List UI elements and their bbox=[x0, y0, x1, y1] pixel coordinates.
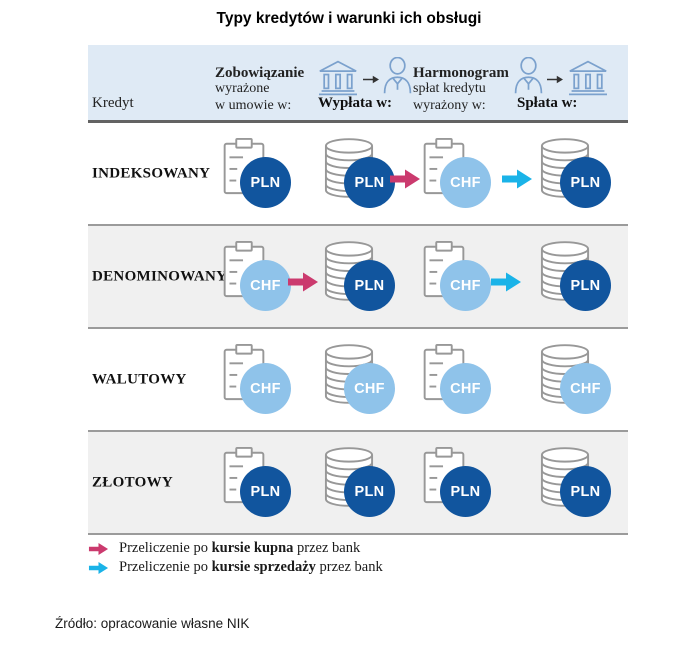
loan-row-label: INDEKSOWANY bbox=[92, 165, 211, 181]
currency-badge: CHF bbox=[560, 363, 611, 414]
bank-icon bbox=[566, 59, 610, 97]
loan-cell: PLN bbox=[540, 238, 612, 314]
currency-badge: PLN bbox=[560, 157, 611, 208]
schedule-line2: spłat kredytu bbox=[413, 81, 486, 96]
schedule-column-header: Harmonogram spłat kredytu wyrażony w: bbox=[413, 65, 509, 115]
schedule-line3: wyrażony w: bbox=[413, 97, 486, 113]
loan-cell: PLN bbox=[540, 135, 612, 211]
legend-suffix: przez bank bbox=[293, 540, 361, 556]
legend-item: Przeliczenie po kursie kupna przez bank bbox=[85, 539, 383, 558]
arrow-right-icon bbox=[547, 75, 563, 84]
legend-item: Przeliczenie po kursie sprzedaży przez b… bbox=[85, 558, 383, 577]
loan-cell: PLN bbox=[324, 135, 396, 211]
loan-row-denominowany: DENOMINOWANY CHF PLN CHF PLN bbox=[88, 226, 628, 329]
loan-cell: CHF bbox=[540, 341, 612, 417]
loan-row-label: WALUTOWY bbox=[92, 371, 187, 387]
arrow-right-icon bbox=[363, 75, 379, 84]
obligation-line3: w umowie w: bbox=[215, 97, 292, 113]
currency-badge: CHF bbox=[440, 260, 491, 311]
currency-badge: PLN bbox=[344, 466, 395, 517]
loan-cell: PLN bbox=[540, 444, 612, 520]
obligation-line2: wyrażone bbox=[215, 81, 270, 96]
loan-cell: CHF bbox=[420, 135, 492, 211]
loan-cell: CHF bbox=[324, 341, 396, 417]
legend: Przeliczenie po kursie kupna przez bank … bbox=[85, 539, 383, 577]
loan-cell: CHF bbox=[220, 341, 292, 417]
obligation-column-header: Zobowiązanie wyrażone w umowie w: bbox=[215, 65, 304, 115]
legend-bold: kursie kupna bbox=[211, 540, 294, 556]
currency-badge: CHF bbox=[440, 157, 491, 208]
repayment-column-header: Spłata w: bbox=[517, 95, 578, 111]
legend-bold: kursie sprzedaży bbox=[211, 559, 316, 575]
source-note: Źródło: opracowanie własne NIK bbox=[55, 616, 250, 631]
legend-sell-arrow bbox=[85, 561, 112, 575]
sell-rate-arrow bbox=[491, 271, 521, 293]
person-icon bbox=[382, 57, 413, 95]
loan-cell: CHF bbox=[420, 238, 492, 314]
legend-buy-arrow bbox=[85, 542, 112, 556]
currency-badge: CHF bbox=[440, 363, 491, 414]
table-header: Kredyt Zobowiązanie wyrażone w umowie w:… bbox=[88, 45, 628, 123]
legend-text: Przeliczenie po kursie sprzedaży przez b… bbox=[119, 559, 383, 576]
legend-prefix: Przeliczenie po bbox=[119, 540, 212, 556]
schedule-line1: Harmonogram bbox=[413, 64, 509, 81]
currency-badge: PLN bbox=[560, 466, 611, 517]
currency-badge: CHF bbox=[344, 363, 395, 414]
currency-badge: PLN bbox=[440, 466, 491, 517]
currency-badge: CHF bbox=[240, 260, 291, 311]
obligation-line1: Zobowiązanie bbox=[215, 64, 305, 81]
buy-rate-arrow bbox=[390, 168, 420, 190]
loan-cell: PLN bbox=[420, 444, 492, 520]
infographic-title: Typy kredytów i warunki ich obsługi bbox=[216, 10, 482, 27]
loan-cell: PLN bbox=[324, 444, 396, 520]
loan-cell: PLN bbox=[220, 444, 292, 520]
kredyt-column-header: Kredyt bbox=[92, 95, 134, 111]
loan-cell: PLN bbox=[324, 238, 396, 314]
loan-types-table: Kredyt Zobowiązanie wyrażone w umowie w:… bbox=[88, 45, 628, 535]
loan-cell: PLN bbox=[220, 135, 292, 211]
currency-badge: PLN bbox=[560, 260, 611, 311]
legend-suffix: przez bank bbox=[315, 559, 383, 575]
payout-column-header: Wypłata w: bbox=[318, 95, 393, 111]
loan-cell: CHF bbox=[420, 341, 492, 417]
currency-badge: PLN bbox=[344, 157, 395, 208]
bank-icon bbox=[316, 59, 360, 97]
currency-badge: PLN bbox=[344, 260, 395, 311]
currency-badge: PLN bbox=[240, 157, 291, 208]
loan-row-walutowy: WALUTOWY CHF CHF CHF CHF bbox=[88, 329, 628, 432]
loan-row-indeksowany: INDEKSOWANY PLN PLN CHF PLN bbox=[88, 123, 628, 226]
loan-cell: CHF bbox=[220, 238, 292, 314]
sell-rate-arrow bbox=[502, 168, 532, 190]
loan-row-label: DENOMINOWANY bbox=[92, 268, 228, 284]
currency-badge: PLN bbox=[240, 466, 291, 517]
person-icon bbox=[513, 57, 544, 95]
buy-rate-arrow bbox=[288, 271, 318, 293]
legend-text: Przeliczenie po kursie kupna przez bank bbox=[119, 540, 360, 557]
currency-badge: CHF bbox=[240, 363, 291, 414]
legend-prefix: Przeliczenie po bbox=[119, 559, 212, 575]
loan-row-label: ZŁOTOWY bbox=[92, 474, 174, 490]
loan-row-zlotowy: ZŁOTOWY PLN PLN PLN PLN bbox=[88, 432, 628, 535]
